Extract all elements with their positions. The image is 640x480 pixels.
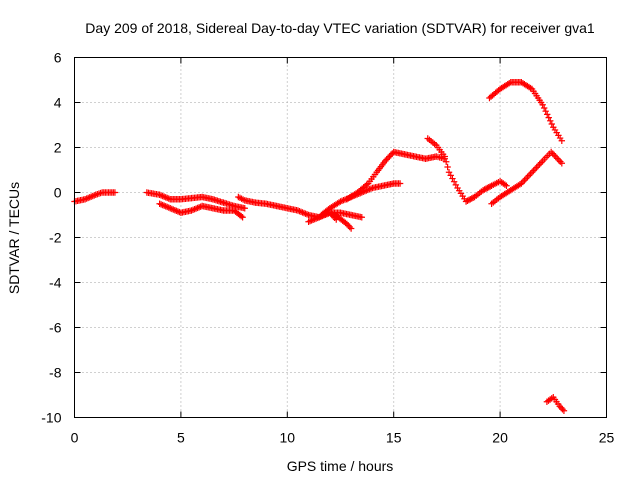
- data-marks: [71, 79, 568, 414]
- x-tick-label: 20: [492, 430, 508, 446]
- plot-area: [74, 57, 607, 418]
- x-axis-label: GPS time / hours: [287, 458, 394, 474]
- data-point: [539, 101, 546, 108]
- y-tick-label: 4: [54, 95, 62, 111]
- data-point: [358, 214, 365, 221]
- data-point: [241, 205, 248, 212]
- y-tick-label: -4: [49, 275, 62, 291]
- x-tick-label: 25: [599, 430, 615, 446]
- y-tick-label: 0: [54, 185, 62, 201]
- y-tick-label: -10: [41, 410, 61, 426]
- series-arc-11: [486, 79, 566, 144]
- series-arc-3: [156, 200, 246, 221]
- x-tick-label: 0: [71, 430, 79, 446]
- data-point: [503, 182, 510, 189]
- data-point: [396, 180, 404, 187]
- y-tick-label: 2: [54, 140, 62, 156]
- data-point: [542, 107, 549, 115]
- chart-title: Day 209 of 2018, Sidereal Day-to-day VTE…: [85, 20, 595, 36]
- series-arc-2: [143, 189, 248, 212]
- data-point: [444, 163, 451, 171]
- series-arc-10: [488, 148, 566, 207]
- y-tick-label: 6: [54, 50, 62, 66]
- x-tick-label: 5: [177, 430, 185, 446]
- grid-lines: [74, 57, 607, 418]
- data-point: [239, 214, 246, 221]
- data-point: [441, 153, 448, 160]
- data-point: [545, 114, 552, 121]
- y-axis-label: SDTVAR / TECUs: [6, 182, 22, 294]
- y-tick-label: -2: [49, 230, 62, 246]
- y-tick-label: -6: [49, 320, 62, 336]
- data-point: [560, 407, 568, 414]
- data-point: [540, 104, 548, 112]
- series-arc-8: [343, 148, 448, 203]
- y-tick-label: -8: [49, 365, 62, 381]
- x-tick-label: 15: [386, 430, 402, 446]
- data-point: [548, 120, 555, 128]
- data-point: [558, 160, 566, 167]
- data-point: [547, 117, 554, 125]
- data-point: [347, 225, 355, 232]
- series-arc-12: [543, 394, 568, 414]
- tick-labels: 0 5 10 15 20 25 -10 -8 -6 -4 -2 0 2 4 6: [41, 50, 614, 446]
- data-point: [442, 158, 450, 165]
- x-tick-label: 10: [280, 430, 296, 446]
- series-arc-9: [424, 135, 510, 205]
- data-point: [544, 111, 551, 118]
- data-point: [558, 137, 566, 144]
- series-arc-7: [326, 209, 355, 232]
- data-point: [111, 189, 119, 196]
